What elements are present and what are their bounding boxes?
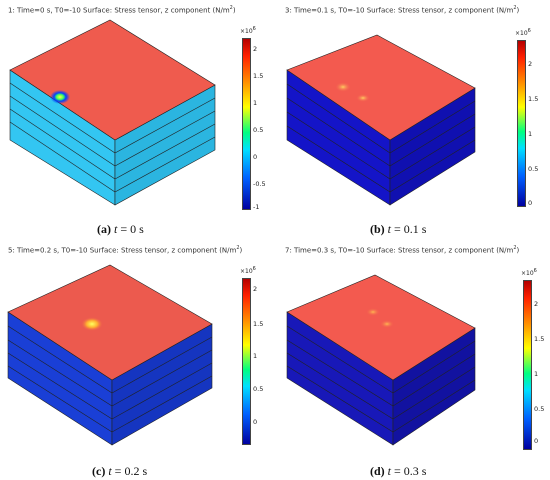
block-top-face: [286, 34, 476, 141]
layer-lines: [9, 82, 216, 193]
colorbar-tick: 0: [534, 437, 539, 445]
stress-block-render: [7, 264, 213, 446]
panel-caption: (c) t = 0.2 s: [92, 464, 148, 478]
colorbar: [242, 38, 251, 210]
layer-lines: [286, 83, 476, 193]
colorbar-tick: 1.5: [253, 72, 264, 80]
colorbar: [242, 278, 251, 445]
panel-caption: (a) t = 0 s: [97, 222, 144, 236]
stress-hotspot: [356, 94, 370, 102]
stress-hotspot: [335, 82, 351, 92]
colorbar-tick: 2: [528, 60, 533, 68]
colorbar: [517, 40, 526, 207]
colorbar-tick: 0: [253, 418, 258, 426]
colorbar-tick: 0.5: [528, 165, 539, 173]
panel-title: 5: Time=0.2 s, T0=-10 Surface: Stress te…: [8, 245, 243, 255]
block-top-face: [286, 274, 476, 381]
colorbar-tick: 0.5: [534, 405, 545, 413]
panel-title: 3: Time=0.1 s, T0=-10 Surface: Stress te…: [285, 5, 520, 15]
colorbar-tick: 1: [534, 370, 539, 378]
stress-block-render: [9, 19, 216, 206]
layer-lines: [286, 325, 476, 433]
colorbar-tick: -1: [253, 203, 260, 211]
colorbar-tick: 0.5: [253, 126, 264, 134]
stress-hotspot: [366, 308, 380, 316]
panel-a: 1: Time=0 s, T0=-10 Surface: Stress tens…: [0, 0, 275, 240]
colorbar-tick: 0: [253, 153, 258, 161]
stress-block-render: [286, 274, 476, 446]
panel-b: 3: Time=0.1 s, T0=-10 Surface: Stress te…: [275, 0, 550, 240]
colorbar-tick: 1: [253, 99, 258, 107]
colorbar-tick: 2: [253, 45, 258, 53]
panel-d: 7: Time=0.3 s, T0=-10 Surface: Stress te…: [275, 240, 550, 480]
stress-block-render: [286, 34, 476, 206]
stress-hotspot: [81, 317, 103, 331]
colorbar-tick: 1.5: [534, 335, 545, 343]
colorbar-tick: 1: [253, 352, 258, 360]
colorbar-tick: 1.5: [253, 320, 264, 328]
colorbar-tick: 1.5: [528, 95, 539, 103]
stress-hotspot: [50, 90, 70, 104]
stress-hotspot: [380, 320, 394, 328]
colorbar-tick: 2: [534, 300, 539, 308]
colorbar-tick: 2: [253, 285, 258, 293]
block-top-face: [9, 19, 216, 141]
panel-caption: (b) t = 0.1 s: [370, 222, 427, 236]
colorbar: [523, 280, 532, 450]
colorbar-tick: 0: [528, 199, 533, 207]
block-top-face: [7, 264, 213, 381]
colorbar-exponent: ×106: [240, 266, 256, 275]
panel-title: 7: Time=0.3 s, T0=-10 Surface: Stress te…: [285, 245, 520, 255]
colorbar-exponent: ×106: [240, 26, 256, 35]
panel-title: 1: Time=0 s, T0=-10 Surface: Stress tens…: [8, 5, 236, 15]
colorbar-tick: 1: [528, 130, 533, 138]
colorbar-exponent: ×106: [515, 28, 531, 37]
colorbar-exponent: ×106: [521, 268, 537, 277]
colorbar-tick: 0.5: [253, 385, 264, 393]
colorbar-tick: -0.5: [253, 180, 266, 188]
panel-caption: (d) t = 0.3 s: [370, 464, 427, 478]
layer-lines: [7, 325, 213, 433]
panel-c: 5: Time=0.2 s, T0=-10 Surface: Stress te…: [0, 240, 275, 480]
